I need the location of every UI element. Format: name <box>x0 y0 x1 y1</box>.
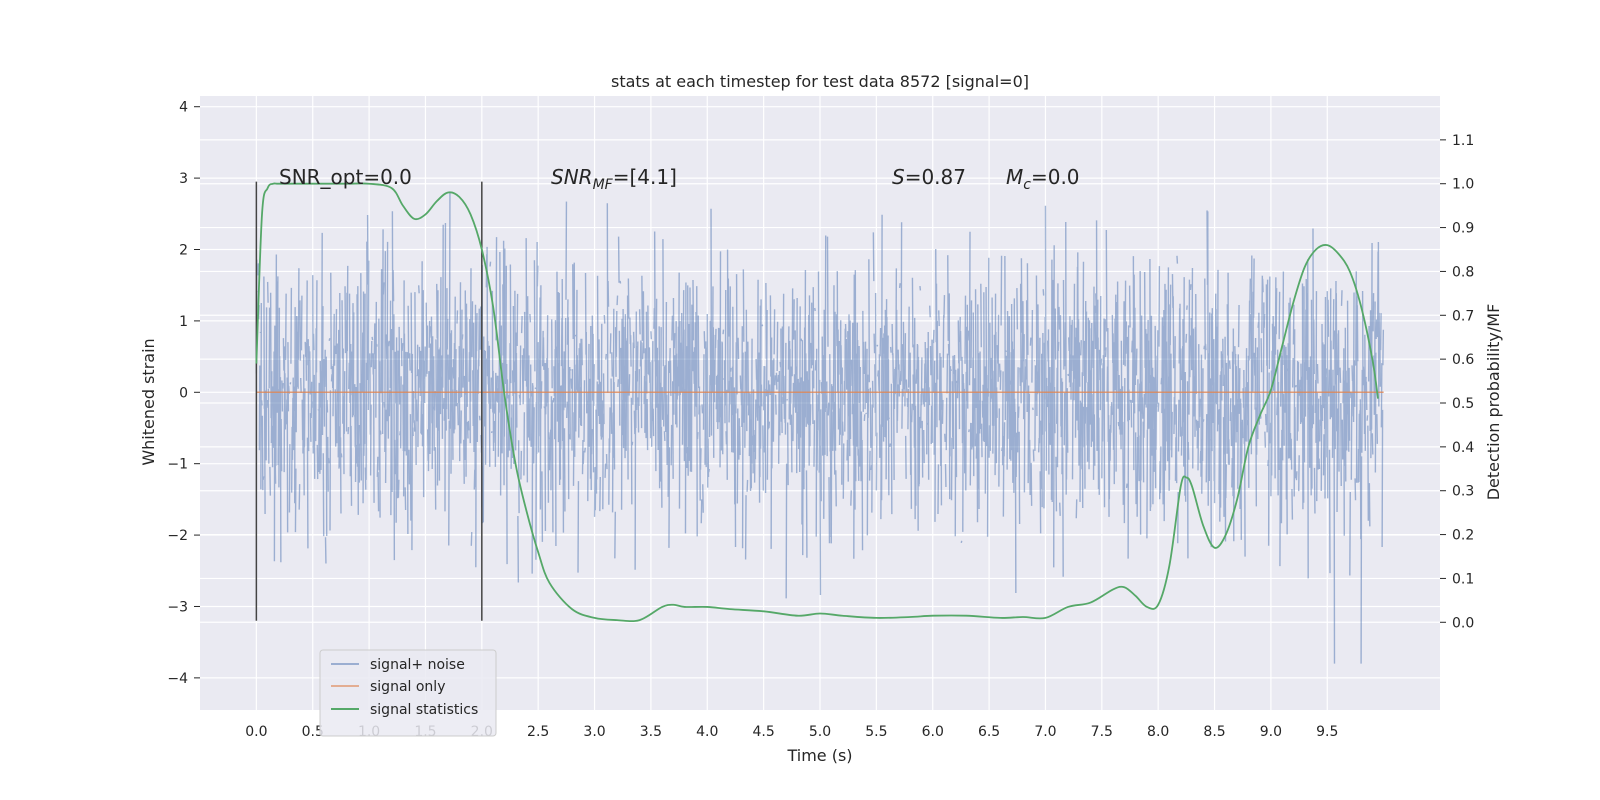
x-axis-label: Time (s) <box>786 746 852 765</box>
x-tick-label: 4.5 <box>753 724 775 740</box>
annotation-snr-mf-value: =[4.1] <box>613 165 677 189</box>
legend-label-signal-noise: signal+ noise <box>370 657 465 673</box>
legend-box <box>319 649 497 737</box>
y2-tick-label: 0.4 <box>1452 440 1474 456</box>
annotation-snr-mf-subscript: MF <box>593 177 614 193</box>
y2-tick-label: 0.8 <box>1452 264 1474 280</box>
x-tick-label: 7.5 <box>1091 724 1113 740</box>
x-tick-label: 0.0 <box>245 724 267 740</box>
x-tick-label: 2.5 <box>527 724 549 740</box>
y-tick-label: 0 <box>179 385 188 401</box>
annotation-mc: Mc=0.0 <box>1006 165 1080 193</box>
annotation-mc-symbol: M <box>1006 165 1023 189</box>
signal-statistics-line <box>255 182 1379 623</box>
legend: signal+ noise signal only signal statist… <box>319 649 497 737</box>
annotation-mc-value: =0.0 <box>1031 165 1080 189</box>
y2-tick-label: 0.9 <box>1452 221 1474 237</box>
x-tick-label: 6.0 <box>922 724 944 740</box>
y-tick-label: 2 <box>179 243 188 259</box>
x-tick-label: 0.5 <box>302 724 324 740</box>
x-tick-label: 3.0 <box>583 724 605 740</box>
y2-tick-label: 0.2 <box>1452 528 1474 544</box>
y2-tick-label: 0.1 <box>1452 571 1474 587</box>
y-tick-label: 3 <box>179 171 188 187</box>
x-tick-label: 5.5 <box>865 724 887 740</box>
x-tick-label: 4.0 <box>696 724 718 740</box>
vertical-markers <box>255 181 483 621</box>
chart-title: stats at each timestep for test data 857… <box>611 72 1029 91</box>
y2-axis-label: Detection probability/MF <box>1484 304 1503 501</box>
y2-tick-label: 0.3 <box>1452 484 1474 500</box>
x-tick-label: 3.5 <box>640 724 662 740</box>
legend-label-signal-only: signal only <box>370 679 445 695</box>
x-tick-label: 5.0 <box>809 724 831 740</box>
y2-tick-label: 0.6 <box>1452 352 1474 368</box>
x-tick-label: 9.5 <box>1316 724 1338 740</box>
y-tick-label: −3 <box>167 599 188 615</box>
y-axis-label: Whitened strain <box>139 338 158 465</box>
x-tick-label: 8.5 <box>1203 724 1225 740</box>
legend-label-signal-statistics: signal statistics <box>370 702 478 718</box>
annotation-s-symbol: S <box>892 165 905 189</box>
y-tick-label: −1 <box>167 457 188 473</box>
x-tick-label: 8.0 <box>1147 724 1169 740</box>
y2-tick-label: 1.0 <box>1452 177 1474 193</box>
y-tick-label: 1 <box>179 314 188 330</box>
y2-tick-label: 1.1 <box>1452 133 1474 149</box>
y-tick-labels: −4 −3 −2 −1 0 1 2 3 4 <box>167 100 188 687</box>
annotation-snr-opt: SNR_opt=0.0 <box>279 165 412 189</box>
y-tick-label: −2 <box>167 528 188 544</box>
y-tick-label: 4 <box>179 100 188 116</box>
annotation-mc-subscript: c <box>1023 177 1031 193</box>
annotation-s-value: =0.87 <box>905 165 966 189</box>
y2-tick-labels: 0.0 0.1 0.2 0.3 0.4 0.5 0.6 0.7 0.8 0.9 1.0 1.1 <box>1452 133 1474 631</box>
y2-tick-label: 0.0 <box>1452 615 1474 631</box>
annotation-s: S=0.87 <box>892 165 966 189</box>
x-tick-label: 6.5 <box>978 724 1000 740</box>
x-tick-label: 9.0 <box>1260 724 1282 740</box>
annotation-snr-mf: SNRMF=[4.1] <box>551 165 677 193</box>
x-tick-label: 7.0 <box>1034 724 1056 740</box>
y-tick-label: −4 <box>167 671 188 687</box>
annotation-snr-mf-symbol: SNR <box>551 165 593 189</box>
y2-tick-label: 0.7 <box>1452 308 1474 324</box>
y2-tick-label: 0.5 <box>1452 396 1474 412</box>
